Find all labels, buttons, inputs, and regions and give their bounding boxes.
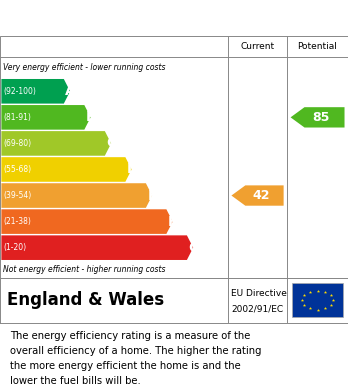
Text: (92-100): (92-100): [3, 87, 36, 96]
Text: C: C: [106, 136, 117, 151]
Text: B: B: [86, 110, 96, 124]
Polygon shape: [1, 105, 90, 130]
Text: Very energy efficient - lower running costs: Very energy efficient - lower running co…: [3, 63, 166, 72]
Text: England & Wales: England & Wales: [7, 291, 164, 309]
Polygon shape: [1, 79, 70, 104]
Text: Not energy efficient - higher running costs: Not energy efficient - higher running co…: [3, 265, 166, 274]
Text: EU Directive: EU Directive: [231, 289, 287, 298]
Text: the more energy efficient the home is and the: the more energy efficient the home is an…: [10, 361, 241, 371]
Text: lower the fuel bills will be.: lower the fuel bills will be.: [10, 376, 141, 386]
Text: (69-80): (69-80): [3, 139, 32, 148]
Text: (81-91): (81-91): [3, 113, 31, 122]
Polygon shape: [1, 235, 193, 260]
Text: A: A: [65, 84, 76, 98]
Text: overall efficiency of a home. The higher the rating: overall efficiency of a home. The higher…: [10, 346, 262, 356]
Text: F: F: [168, 215, 177, 229]
Text: (39-54): (39-54): [3, 191, 32, 200]
Text: The energy efficiency rating is a measure of the: The energy efficiency rating is a measur…: [10, 331, 251, 341]
Polygon shape: [1, 183, 152, 208]
Polygon shape: [231, 185, 284, 206]
Text: 2002/91/EC: 2002/91/EC: [231, 305, 284, 314]
Polygon shape: [1, 157, 132, 182]
Text: G: G: [188, 241, 200, 255]
Polygon shape: [291, 107, 345, 127]
Text: Current: Current: [240, 42, 275, 51]
Text: (1-20): (1-20): [3, 243, 26, 252]
Text: Energy Efficiency Rating: Energy Efficiency Rating: [59, 9, 289, 27]
Text: (55-68): (55-68): [3, 165, 32, 174]
Text: (21-38): (21-38): [3, 217, 31, 226]
Text: D: D: [127, 163, 138, 176]
Text: 42: 42: [252, 189, 270, 202]
Text: 85: 85: [313, 111, 330, 124]
Polygon shape: [1, 209, 173, 234]
Text: Potential: Potential: [298, 42, 338, 51]
Text: E: E: [147, 188, 157, 203]
FancyBboxPatch shape: [292, 283, 343, 317]
Polygon shape: [1, 131, 111, 156]
